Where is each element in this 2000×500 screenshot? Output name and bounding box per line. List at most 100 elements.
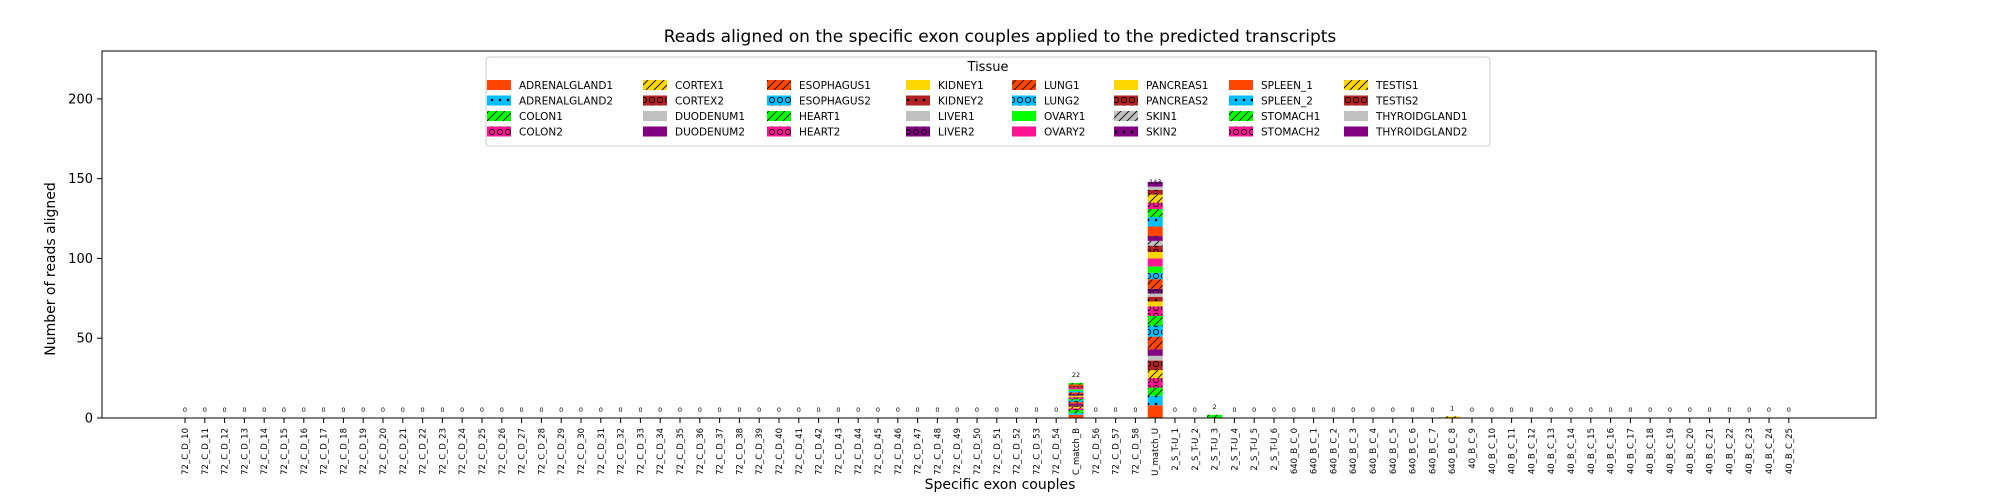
legend-label: PANCREAS1 [1146,80,1209,92]
bar-value-label: 0 [1490,406,1494,414]
y-tick-label: 150 [68,172,93,187]
bar-value-label: 0 [1727,406,1731,414]
bar-value-label: 0 [1787,406,1791,414]
bar-value-label: 0 [1094,406,1098,414]
x-tick-label: 40_B_C_13 [1547,428,1557,474]
x-tick-label: 72_C_D_11 [201,428,211,475]
bar-value-label: 0 [1708,406,1712,414]
bar-segment [1068,395,1084,398]
x-tick-label: 640_B_C_4 [1369,428,1379,474]
legend-swatch [1229,80,1253,90]
bar-segment [1147,296,1163,302]
legend-swatch [1344,126,1368,137]
x-tick-label: 40_B_C_12 [1527,428,1537,474]
bar-segment [1147,208,1163,217]
bar-segment [1068,384,1084,387]
x-tick-label: 72_C_D_32 [617,428,627,475]
bar-segment [1068,406,1084,409]
legend-label: KIDNEY2 [938,96,984,108]
x-tick-label: 40_B_C_22 [1725,428,1735,474]
legend-label: LIVER1 [938,111,975,123]
x-axis: 72_C_D_10 72_C_D_11 72_C_D_12 72_C_D_13 72_C… [181,418,1795,476]
x-tick-label: 72_C_D_53 [1032,428,1042,475]
y-tick-label: 50 [76,332,93,347]
bar-value-label: 0 [836,406,840,414]
bar-value-label: 0 [718,406,722,414]
bar-value-label: 0 [1569,406,1573,414]
legend-label: THYROIDGLAND2 [1375,127,1468,139]
bar-segment [1147,315,1163,326]
legend-label: SKIN2 [1146,127,1177,139]
x-tick-label: 72_C_D_21 [399,428,409,475]
legend-swatch [906,80,930,90]
bar-segment [1068,398,1084,401]
legend-label: SKIN1 [1146,111,1177,123]
bar-segment [1147,360,1163,371]
bar-value-label: 0 [1609,406,1613,414]
bar-value-label: 0 [223,406,227,414]
bar-segment [1147,245,1163,253]
bar-value-label: 22 [1072,371,1080,379]
x-tick-label: 40_B_C_18 [1646,428,1656,474]
x-tick-label: 40_B_C_16 [1607,428,1617,474]
x-tick-label: 2_S_T-U_6 [1270,428,1280,471]
legend-swatch [1114,111,1138,121]
bar-value-label: 0 [599,406,603,414]
bar-segment [1147,226,1163,237]
bar-value-label: 0 [1470,406,1474,414]
bar-value-label: 0 [896,406,900,414]
bar-value-label: 0 [539,406,543,414]
x-tick-label: 72_C_D_58 [1131,428,1141,475]
bar-value-label: 0 [1114,406,1118,414]
legend-swatch [906,126,930,137]
x-tick-label: 72_C_D_25 [478,428,488,475]
bar-value-label: 0 [361,406,365,414]
x-tick-label: 72_C_D_35 [676,428,686,475]
bar-value-label: 0 [460,406,464,414]
legend-label: PANCREAS2 [1146,96,1209,108]
bar-segment [1068,403,1084,406]
bar-value-label: 0 [440,406,444,414]
bar-value-label: 0 [1193,406,1197,414]
legend-swatch [1114,80,1138,90]
legend-label: COLON2 [519,127,563,139]
legend-box [485,56,1491,147]
legend-label: HEART1 [799,111,840,123]
x-tick-label: 640_B_C_7 [1428,428,1438,474]
legend-label: LUNG2 [1044,96,1080,108]
y-axis-label: Number of reads aligned [43,182,59,356]
bar-value-label: 0 [1648,406,1652,414]
x-tick-label: 640_B_C_0 [1290,428,1300,474]
x-tick-label: 72_C_D_34 [656,428,666,475]
legend-label: LIVER2 [938,127,975,139]
bar-value-label: 0 [559,406,563,414]
bar-value-label: 0 [975,406,979,414]
bar-segment [1147,279,1163,289]
legend-label: STOMACH2 [1261,127,1320,139]
bar-value-label: 0 [856,406,860,414]
legend-swatch [1344,95,1368,106]
legend-title: Tissue [967,60,1009,75]
x-tick-label: 72_C_D_39 [755,428,765,475]
bar-value-label: 0 [341,406,345,414]
x-tick-label: 72_C_D_50 [973,428,983,475]
x-tick-label: 72_C_D_40 [775,428,785,475]
y-tick-label: 200 [68,92,93,107]
x-axis-label: Specific exon couples [925,477,1076,493]
bar-segment [1147,325,1163,337]
bar-value-label: 0 [1292,406,1296,414]
bar-segment [1147,216,1163,227]
bar-value-label: 0 [678,406,682,414]
x-tick-label: 72_C_D_52 [1013,428,1023,475]
bar-value-label: 0 [995,406,999,414]
legend-label: HEART2 [799,127,840,139]
x-tick-label: 640_B_C_5 [1389,428,1399,474]
x-tick-label: 72_C_D_33 [636,428,646,475]
x-tick-label: 72_C_D_27 [518,428,528,475]
bar-segment [1147,355,1163,361]
y-tick-label: 0 [85,412,93,427]
bar-segment [1147,186,1163,190]
legend: Tissue ADRENALGLAND1 ADRENALGLAND2 COLON1 C… [485,56,1491,147]
x-tick-label: 72_C_D_38 [735,428,745,475]
bar-value-label: 0 [1668,406,1672,414]
